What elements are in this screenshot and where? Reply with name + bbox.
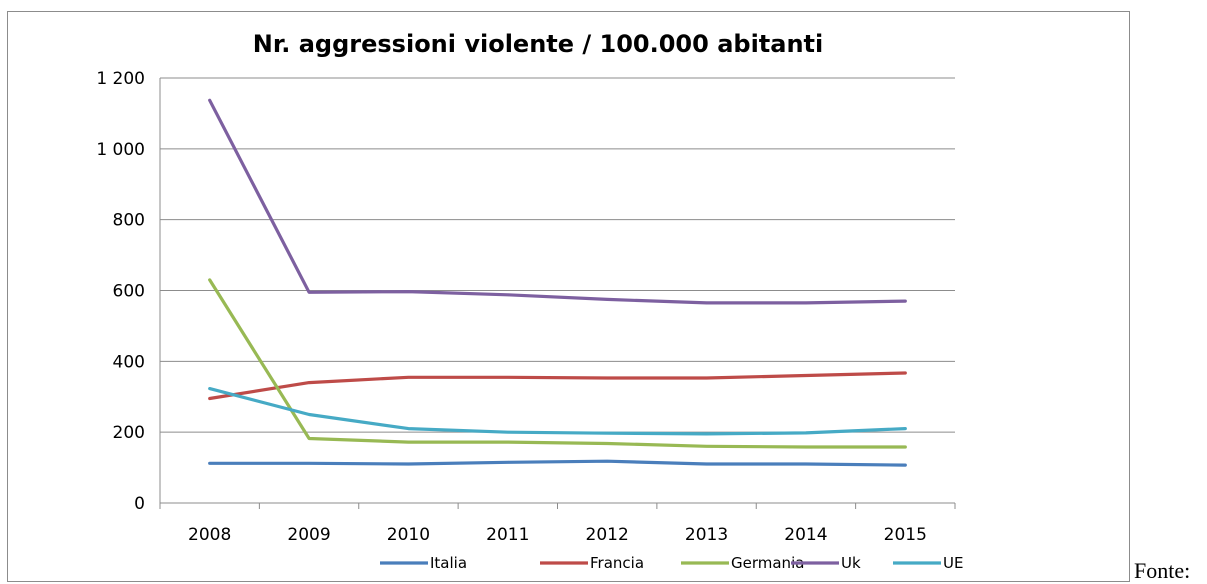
y-tick-label: 200 [113, 423, 145, 443]
y-tick-label: 1 200 [96, 69, 145, 89]
series-line-italia [208, 459, 907, 467]
legend-item-germania: Germania [681, 554, 804, 572]
legend-label: Italia [430, 554, 467, 572]
legend-item-uk: Uk [791, 554, 861, 572]
source-label: Fonte: [1134, 558, 1191, 583]
series-line-francia [208, 371, 907, 401]
x-tick-label: 2012 [586, 525, 629, 545]
y-tick-label: 800 [113, 211, 145, 231]
chart-frame: Nr. aggressioni violente / 100.000 abita… [7, 11, 1130, 582]
x-tick-label: 2011 [486, 525, 529, 545]
legend-label: Germania [731, 554, 804, 572]
axes [159, 78, 956, 509]
y-tick-label: 0 [134, 494, 145, 514]
x-tick-label: 2008 [188, 525, 231, 545]
y-tick-label: 1 000 [96, 140, 145, 160]
line-chart: Nr. aggressioni violente / 100.000 abita… [96, 30, 963, 572]
series-line-uk [208, 98, 907, 305]
series-line-germania [208, 278, 907, 449]
series-line-ue [208, 387, 907, 436]
y-tick-labels: 0 200 400 600 800 1 000 1 200 [96, 69, 145, 514]
y-tick-label: 600 [113, 282, 145, 302]
x-tick-label: 2014 [784, 525, 827, 545]
legend-item-ue: UE [893, 554, 963, 572]
x-tick-labels: 2008 2009 2010 2011 2012 2013 2014 2015 [188, 525, 927, 545]
legend: Italia Francia Germania Uk UE [380, 554, 963, 572]
legend-label: UE [943, 554, 963, 572]
series-lines [208, 98, 907, 467]
legend-label: Francia [590, 554, 644, 572]
legend-item-francia: Francia [540, 554, 644, 572]
chart-title: Nr. aggressioni violente / 100.000 abita… [253, 30, 824, 58]
legend-label: Uk [841, 554, 861, 572]
x-tick-label: 2015 [884, 525, 927, 545]
legend-item-italia: Italia [380, 554, 467, 572]
y-tick-label: 400 [113, 352, 145, 372]
x-tick-label: 2009 [287, 525, 330, 545]
x-tick-label: 2010 [387, 525, 430, 545]
x-tick-label: 2013 [685, 525, 728, 545]
